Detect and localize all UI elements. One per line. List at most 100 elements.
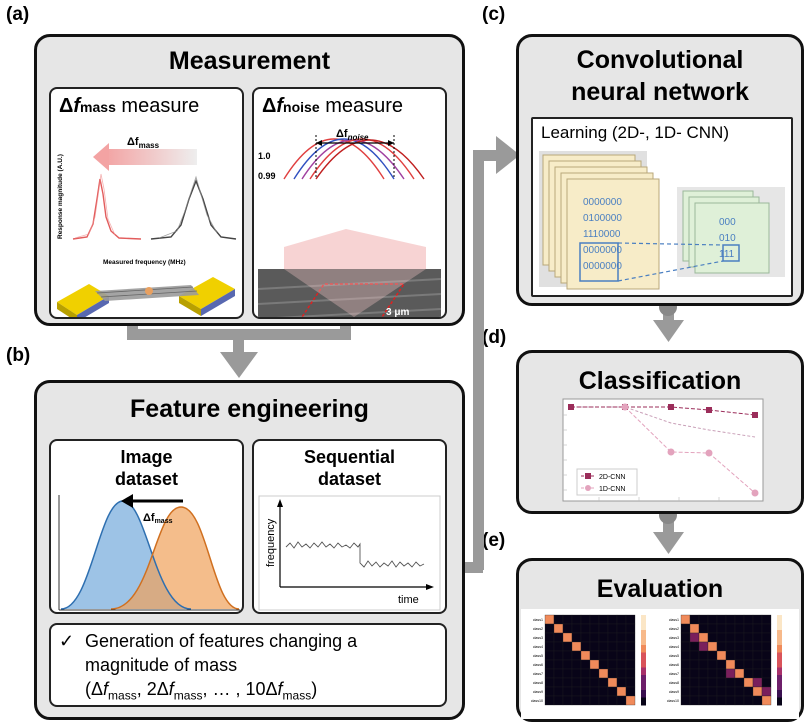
confusion-cell [616,641,627,652]
sequential-dataset-title-2: dataset [317,469,382,489]
confusion-cell [562,641,573,652]
kernel-output-box [722,244,740,262]
confusion-cell [743,686,754,697]
confusion-cell [616,695,627,706]
confusion-cell [571,641,582,652]
confusion-cell [580,623,591,634]
learning-label: Learning (2D-, 1D- CNN) [541,123,729,142]
confusion-cell [562,677,573,688]
legend-1d-marker [585,485,591,491]
mass-plot-arrow-label: Δfmass [127,136,160,150]
confusion-cell [616,659,627,670]
confusion-row-label: class10 [531,699,543,703]
checkmark-icon: ✓ [59,631,75,651]
legend-2d-label: 2D-CNN [599,474,625,481]
confusion-cell [553,641,564,652]
colorbar-segment [777,660,782,668]
confusion-row-label: class3 [669,636,679,640]
colorbar-segment [641,660,646,668]
confusion-cell [716,632,727,643]
confusion-cell [553,632,564,643]
confusion-cell [689,641,700,652]
colorbar-segment [641,615,646,623]
arrow-to-feature-engineering [220,352,258,378]
confusion-cell [589,695,600,706]
confusion-cell [607,623,618,634]
confusion-cell [598,695,609,706]
seq-xlabel: time [398,594,419,606]
confusion-cell [761,614,772,625]
confusion-cell [553,677,564,688]
matrix-row-1: 0000000 [583,197,622,208]
confusion-cell [680,695,691,706]
orange-distribution [111,507,239,609]
confusion-cell [689,686,700,697]
confusion-cell [725,659,736,670]
seq-x-arrowhead [426,584,434,590]
zoom-cone [284,229,426,269]
colorbar-segment [777,622,782,631]
generation-line-1: Generation of features changing a [85,631,358,651]
confusion-cell [562,650,573,661]
confusion-cell [544,659,555,670]
confusion-cell [698,668,709,679]
confusion-cell [761,677,772,688]
confusion-cell [562,659,573,670]
noise-delta-symbol: Δ [262,95,277,117]
confusion-cell [725,614,736,625]
noise-plot: 1.0 0.99 Δfnoise 3 μm [257,128,442,317]
confusion-cell [598,650,609,661]
confusion-cell [571,668,582,679]
confusion-cell [689,632,700,643]
confusion-row-label: class2 [669,627,679,631]
confusion-cell [544,677,555,688]
confusion-row-label: class6 [533,663,543,667]
confusion-row-label: class1 [533,618,543,622]
confusion-cell [716,641,727,652]
confusion-row-label: class3 [533,636,543,640]
projection-line-bottom [617,260,724,282]
colorbar-segment [641,622,646,631]
confusion-cell [562,614,573,625]
confusion-cell [707,686,718,697]
confusion-cell [734,659,745,670]
confusion-cell [725,623,736,634]
confusion-cell [743,623,754,634]
confusion-cell [707,677,718,688]
confusion-cell [580,650,591,661]
colorbar-segment [641,675,646,683]
confusion-cell [607,641,618,652]
measurement-panel: Measurement Δfmass measure Response magn… [34,34,465,326]
confusion-cell [616,632,627,643]
confusion-cell [725,668,736,679]
confusion-matrices: class1 class1 class2 class2 class3 class3 clas… [521,609,799,719]
confusion-cell [598,641,609,652]
panel-label-a: (a) [6,4,30,25]
series-1d-markers [621,403,759,497]
colorbar-segment [777,637,782,646]
legend-1d-label: 1D-CNN [599,486,625,493]
confusion-cell [734,641,745,652]
confusion-cell [716,668,727,679]
confusion-cell [698,614,709,625]
seq-ylabel: frequency [265,518,277,567]
confusion-cell [689,695,700,706]
confusion-cell [562,695,573,706]
image-dataset-card: Image dataset Δfmass [49,439,244,614]
confusion-cell [680,668,691,679]
confusion-cell [716,614,727,625]
confusion-cell [752,659,763,670]
confusion-cell [752,695,763,706]
confusion-cell [616,623,627,634]
confusion-cell [544,632,555,643]
confusion-cell [698,659,709,670]
confusion-cell [716,677,727,688]
noise-measure-word: measure [325,95,403,117]
confusion-cell [752,641,763,652]
confusion-cell [707,614,718,625]
shift-arrow-head [93,143,109,171]
confusion-cell [625,695,636,706]
confusion-cell [716,650,727,661]
confusion-cell [716,659,727,670]
confusion-cell [698,677,709,688]
